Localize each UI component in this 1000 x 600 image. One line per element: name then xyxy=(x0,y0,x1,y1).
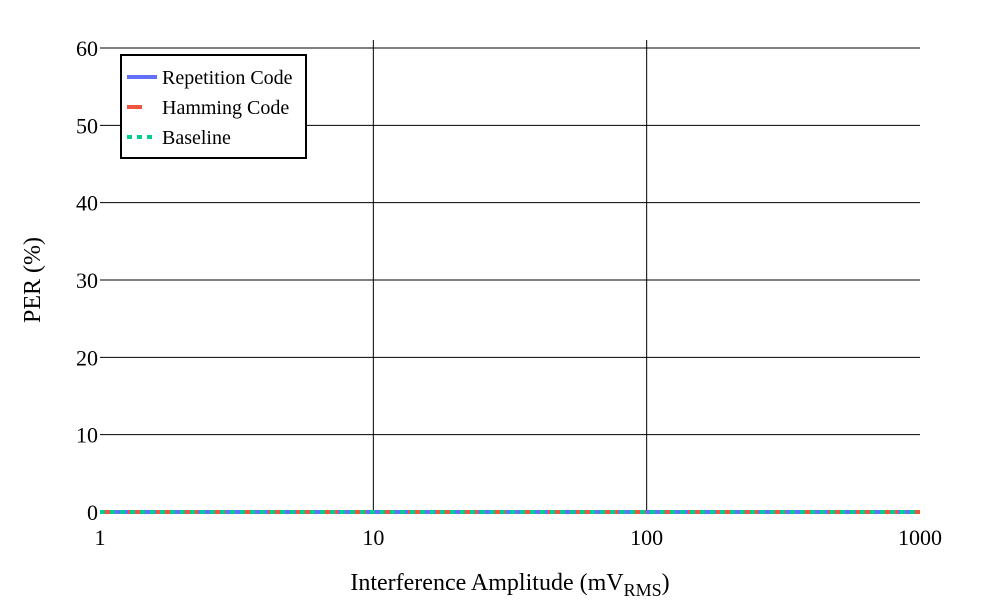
x-axis-title-main: Interference Amplitude (mV xyxy=(350,570,624,596)
y-tick-label: 40 xyxy=(76,191,98,216)
legend: Repetition Code Hamming Code Baseline xyxy=(120,54,307,159)
y-tick-label: 10 xyxy=(76,423,98,448)
y-tick-label: 50 xyxy=(76,113,98,138)
legend-label: Baseline xyxy=(162,127,231,149)
x-tick-label: 100 xyxy=(630,525,663,550)
y-tick-label: 30 xyxy=(76,268,98,293)
legend-label: Repetition Code xyxy=(162,67,293,89)
y-tick-label: 60 xyxy=(76,36,98,61)
y-axis-title: PER (%) xyxy=(20,237,46,323)
x-tick-label: 10 xyxy=(362,525,384,550)
y-tick-label: 0 xyxy=(87,500,98,525)
legend-label: Hamming Code xyxy=(162,97,289,119)
x-tick-label: 1 xyxy=(95,525,106,550)
x-tick-label: 1000 xyxy=(898,525,942,550)
legend-box xyxy=(120,54,307,159)
y-tick-label: 20 xyxy=(76,345,98,370)
x-axis-title: Interference Amplitude (mVRMS) xyxy=(350,570,669,600)
x-axis-title-end: ) xyxy=(662,570,670,596)
x-axis-title-subscript: RMS xyxy=(624,580,662,600)
y-axis: 0 10 20 30 40 50 60 xyxy=(76,36,98,525)
x-axis: 1 10 100 1000 xyxy=(95,525,943,550)
